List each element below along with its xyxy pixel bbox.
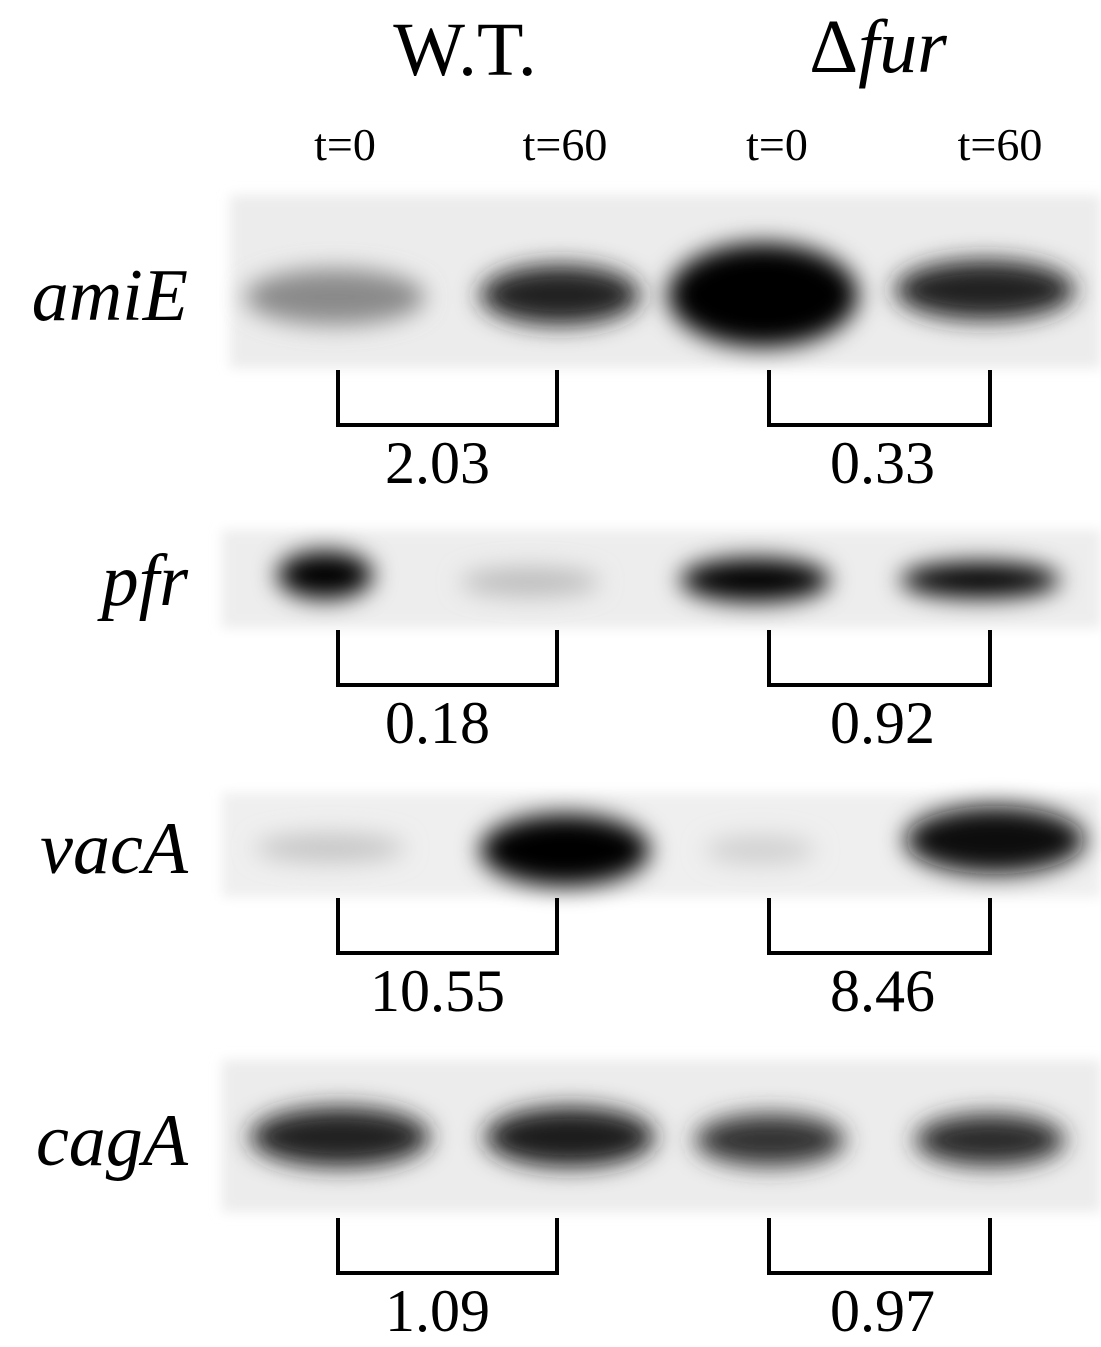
blot-figure: W.T. Δfur t=0 t=60 t=0 t=60 amiE 2.03 0.33… — [0, 0, 1101, 1347]
ratio-value: 0.97 — [830, 1278, 935, 1344]
comparison-bracket — [338, 630, 557, 685]
comparison-bracket — [338, 370, 557, 425]
blot-panels — [222, 195, 1101, 1212]
group-label: Δfur — [809, 5, 947, 89]
comparison-bracket — [338, 898, 557, 953]
ratio-value: 8.46 — [830, 958, 935, 1024]
timepoint: t=0 — [314, 119, 376, 170]
ratio-value: 0.18 — [385, 690, 490, 756]
comparison-bracket — [338, 1218, 557, 1273]
timepoint: t=60 — [958, 119, 1043, 170]
gene-label: pfr — [97, 540, 190, 622]
gene-label: vacA — [40, 808, 189, 890]
timepoint: t=60 — [523, 119, 608, 170]
comparison-bracket — [769, 630, 990, 685]
ratio-value: 1.09 — [385, 1278, 490, 1344]
ratio-value: 0.33 — [830, 430, 935, 496]
comparison-bracket — [769, 898, 990, 953]
comparison-bracket — [769, 370, 990, 425]
gene-label: cagA — [36, 1100, 189, 1182]
comparison-bracket — [769, 1218, 990, 1273]
ratio-value: 2.03 — [385, 430, 490, 496]
ratio-value: 10.55 — [370, 958, 505, 1024]
group-symbol: Δ — [809, 5, 858, 89]
group-label: W.T. — [393, 8, 537, 92]
gene-label: amiE — [32, 255, 188, 337]
ratio-value: 0.92 — [830, 690, 935, 756]
timepoint: t=0 — [746, 119, 808, 170]
group-name: fur — [858, 5, 947, 89]
